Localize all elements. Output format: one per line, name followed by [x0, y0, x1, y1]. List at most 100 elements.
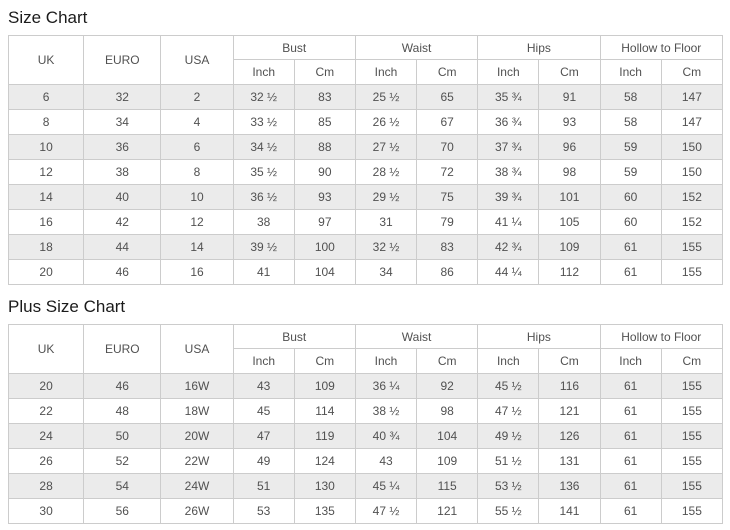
table-cell: 150	[660, 134, 724, 160]
table-cell: 31	[354, 209, 418, 235]
subcolumn-hips-inch: Inch	[477, 348, 540, 374]
table-cell: 61	[599, 473, 662, 499]
subcolumn-hollow-inch: Inch	[599, 59, 662, 85]
table-cell: 60	[599, 184, 662, 210]
table-cell: 47 ½	[354, 498, 418, 524]
table-cell: 61	[599, 259, 662, 285]
table-cell: 67	[416, 109, 479, 135]
table-cell: 49 ½	[477, 423, 540, 449]
subcolumn-hollow-inch: Inch	[599, 348, 662, 374]
table-cell: 25 ½	[354, 84, 418, 110]
table-cell: 41	[232, 259, 295, 285]
table-cell: 85	[293, 109, 356, 135]
column-group-waist: Waist	[354, 35, 479, 60]
table-cell: 10	[7, 134, 85, 160]
table-row: 8 34 4 33 ½ 85 26 ½ 67 36 ¾ 93 58 147	[7, 109, 724, 135]
table-row: 18 44 14 39 ½ 100 32 ½ 83 42 ¾ 109 61 155	[7, 234, 724, 260]
table-cell: 27 ½	[354, 134, 418, 160]
column-group-bust: Bust	[232, 324, 356, 349]
table-cell: 39 ½	[232, 234, 295, 260]
table-cell: 52	[83, 448, 162, 474]
table-cell: 4	[160, 109, 234, 135]
table-cell: 155	[660, 373, 724, 399]
column-header-usa: USA	[160, 35, 234, 85]
table-cell: 53 ½	[477, 473, 540, 499]
table-cell: 104	[416, 423, 479, 449]
table-cell: 91	[538, 84, 601, 110]
table-cell: 124	[293, 448, 356, 474]
table-cell: 38	[83, 159, 162, 185]
subcolumn-hips-cm: Cm	[538, 348, 601, 374]
table-cell: 100	[293, 234, 356, 260]
table-cell: 155	[660, 259, 724, 285]
table-cell: 79	[416, 209, 479, 235]
table-cell: 32 ½	[354, 234, 418, 260]
table-cell: 59	[599, 134, 662, 160]
table-cell: 14	[7, 184, 85, 210]
table-cell: 147	[660, 84, 724, 110]
table-cell: 34	[354, 259, 418, 285]
table-cell: 50	[83, 423, 162, 449]
table-cell: 18	[7, 234, 85, 260]
table-cell: 20	[7, 259, 85, 285]
table-cell: 147	[660, 109, 724, 135]
size-chart-title: Size Chart	[8, 8, 88, 27]
table-row: 10 36 6 34 ½ 88 27 ½ 70 37 ¾ 96 59 150	[7, 134, 724, 160]
table-cell: 43	[354, 448, 418, 474]
table-cell: 53	[232, 498, 295, 524]
table-cell: 22W	[160, 448, 234, 474]
table-cell: 14	[160, 234, 234, 260]
table-cell: 24	[7, 423, 85, 449]
table-cell: 42	[83, 209, 162, 235]
subcolumn-hips-inch: Inch	[477, 59, 540, 85]
table-cell: 130	[293, 473, 356, 499]
table-cell: 61	[599, 373, 662, 399]
subcolumn-waist-cm: Cm	[416, 348, 479, 374]
table-cell: 26W	[160, 498, 234, 524]
table-cell: 44	[83, 234, 162, 260]
table-cell: 61	[599, 398, 662, 424]
table-cell: 58	[599, 109, 662, 135]
column-header-uk: UK	[7, 324, 85, 374]
table-cell: 83	[416, 234, 479, 260]
table-cell: 131	[538, 448, 601, 474]
subcolumn-hollow-cm: Cm	[660, 59, 724, 85]
table-cell: 60	[599, 209, 662, 235]
table-cell: 98	[416, 398, 479, 424]
table-cell: 90	[293, 159, 356, 185]
table-cell: 75	[416, 184, 479, 210]
table-cell: 61	[599, 498, 662, 524]
table-cell: 20W	[160, 423, 234, 449]
table-cell: 155	[660, 234, 724, 260]
table-row: 20 46 16 41 104 34 86 44 ¼ 112 61 155	[7, 259, 724, 285]
table-cell: 16	[160, 259, 234, 285]
table-cell: 26	[7, 448, 85, 474]
table-cell: 22	[7, 398, 85, 424]
size-chart-table: UK EURO USA Bust Waist Hips Hollow to Fl…	[7, 35, 724, 285]
table-cell: 112	[538, 259, 601, 285]
table-cell: 114	[293, 398, 356, 424]
plus-size-chart-table: UK EURO USA Bust Waist Hips Hollow to Fl…	[7, 324, 724, 524]
subcolumn-bust-inch: Inch	[232, 59, 295, 85]
table-cell: 46	[83, 259, 162, 285]
table-cell: 121	[538, 398, 601, 424]
table-cell: 34 ½	[232, 134, 295, 160]
table-cell: 32 ½	[232, 84, 295, 110]
table-cell: 109	[416, 448, 479, 474]
table-cell: 58	[599, 84, 662, 110]
table-cell: 55 ½	[477, 498, 540, 524]
subcolumn-hips-cm: Cm	[538, 59, 601, 85]
table-cell: 104	[293, 259, 356, 285]
table-row: 12 38 8 35 ½ 90 28 ½ 72 38 ¾ 98 59 150	[7, 159, 724, 185]
table-cell: 18W	[160, 398, 234, 424]
table-cell: 109	[293, 373, 356, 399]
table-cell: 59	[599, 159, 662, 185]
table-cell: 28 ½	[354, 159, 418, 185]
table-cell: 72	[416, 159, 479, 185]
table-cell: 45 ½	[477, 373, 540, 399]
table-cell: 26 ½	[354, 109, 418, 135]
table-cell: 70	[416, 134, 479, 160]
table-cell: 56	[83, 498, 162, 524]
table-cell: 8	[7, 109, 85, 135]
